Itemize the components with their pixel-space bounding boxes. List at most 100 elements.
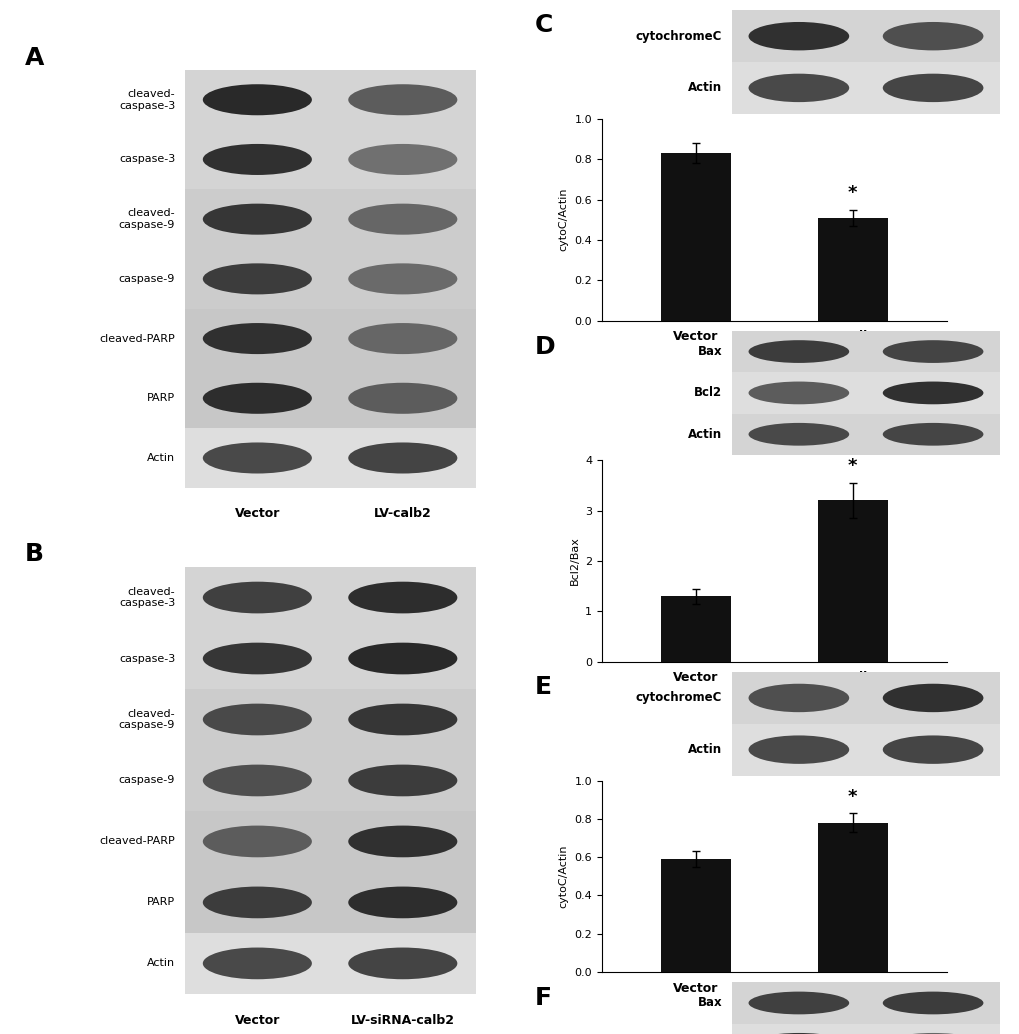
Ellipse shape	[203, 383, 312, 414]
Ellipse shape	[203, 825, 312, 857]
Text: cleaved-
caspase-9: cleaved- caspase-9	[119, 708, 175, 730]
Y-axis label: cytoC/Actin: cytoC/Actin	[558, 188, 569, 251]
Bar	[660, 597, 731, 662]
Bar	[184, 189, 475, 309]
Ellipse shape	[881, 423, 982, 446]
Ellipse shape	[748, 683, 849, 712]
Ellipse shape	[347, 144, 457, 175]
Ellipse shape	[881, 735, 982, 764]
Text: caspase-3: caspase-3	[119, 653, 175, 664]
Ellipse shape	[748, 1033, 849, 1034]
Ellipse shape	[347, 886, 457, 918]
Ellipse shape	[203, 443, 312, 474]
Ellipse shape	[203, 764, 312, 796]
Ellipse shape	[881, 340, 982, 363]
Bar	[731, 62, 1000, 114]
Ellipse shape	[881, 22, 982, 51]
Ellipse shape	[881, 992, 982, 1014]
Text: caspase-9: caspase-9	[119, 274, 175, 284]
Text: Actin: Actin	[688, 428, 721, 440]
Ellipse shape	[203, 323, 312, 354]
Ellipse shape	[203, 582, 312, 613]
Ellipse shape	[881, 73, 982, 102]
Ellipse shape	[347, 582, 457, 613]
Ellipse shape	[748, 22, 849, 51]
Ellipse shape	[347, 643, 457, 674]
Ellipse shape	[203, 84, 312, 115]
Text: *: *	[847, 457, 857, 475]
Bar	[184, 689, 475, 811]
Ellipse shape	[203, 264, 312, 295]
Bar	[184, 428, 475, 488]
Text: Actin: Actin	[688, 743, 721, 756]
Bar	[184, 309, 475, 428]
Ellipse shape	[347, 264, 457, 295]
Text: *: *	[847, 184, 857, 202]
Bar	[184, 567, 475, 689]
Bar	[731, 724, 1000, 776]
Ellipse shape	[748, 423, 849, 446]
Bar	[817, 218, 888, 321]
Text: PARP: PARP	[147, 393, 175, 403]
Ellipse shape	[347, 443, 457, 474]
Ellipse shape	[881, 1033, 982, 1034]
Bar	[731, 982, 1000, 1024]
Text: caspase-3: caspase-3	[119, 154, 175, 164]
Y-axis label: Bcl2/Bax: Bcl2/Bax	[569, 537, 579, 585]
Text: Actin: Actin	[688, 82, 721, 94]
Bar	[731, 372, 1000, 414]
Bar	[660, 153, 731, 321]
Text: Bax: Bax	[697, 997, 721, 1009]
Text: LV-calb2: LV-calb2	[374, 508, 431, 520]
Ellipse shape	[748, 735, 849, 764]
Ellipse shape	[748, 340, 849, 363]
Ellipse shape	[347, 825, 457, 857]
Ellipse shape	[748, 382, 849, 404]
Ellipse shape	[203, 947, 312, 979]
Text: D: D	[535, 335, 555, 359]
Ellipse shape	[347, 323, 457, 354]
Bar	[660, 859, 731, 972]
Text: PARP: PARP	[147, 898, 175, 908]
Bar	[184, 933, 475, 994]
Ellipse shape	[203, 204, 312, 235]
Text: Vector: Vector	[234, 508, 280, 520]
Ellipse shape	[748, 73, 849, 102]
Ellipse shape	[881, 683, 982, 712]
Bar	[731, 331, 1000, 372]
Ellipse shape	[748, 992, 849, 1014]
Text: B: B	[25, 542, 44, 567]
Bar	[731, 414, 1000, 455]
Text: cleaved-PARP: cleaved-PARP	[100, 334, 175, 343]
Ellipse shape	[203, 144, 312, 175]
Text: cytochromeC: cytochromeC	[635, 30, 721, 42]
Text: cytochromeC: cytochromeC	[635, 692, 721, 704]
Text: E: E	[535, 675, 551, 699]
Text: cleaved-
caspase-9: cleaved- caspase-9	[119, 209, 175, 230]
Text: Vector: Vector	[234, 1013, 280, 1027]
Ellipse shape	[347, 947, 457, 979]
Text: LV-siRNA-calb2: LV-siRNA-calb2	[351, 1013, 454, 1027]
Text: A: A	[25, 45, 45, 69]
Text: cleaved-
caspase-3: cleaved- caspase-3	[119, 89, 175, 111]
Bar	[817, 823, 888, 972]
Ellipse shape	[347, 764, 457, 796]
Bar	[731, 1024, 1000, 1034]
Bar	[731, 10, 1000, 62]
Y-axis label: cytoC/Actin: cytoC/Actin	[558, 845, 569, 908]
Text: cleaved-
caspase-3: cleaved- caspase-3	[119, 586, 175, 608]
Text: Actin: Actin	[147, 453, 175, 463]
Ellipse shape	[347, 84, 457, 115]
Text: Actin: Actin	[147, 959, 175, 969]
Bar	[184, 70, 475, 189]
Ellipse shape	[203, 643, 312, 674]
Bar	[731, 672, 1000, 724]
Text: Bcl2: Bcl2	[693, 387, 721, 399]
Bar	[184, 811, 475, 933]
Text: C: C	[535, 13, 553, 37]
Ellipse shape	[347, 703, 457, 735]
Text: cleaved-PARP: cleaved-PARP	[100, 837, 175, 847]
Text: *: *	[847, 788, 857, 805]
Ellipse shape	[881, 382, 982, 404]
Text: F: F	[535, 986, 551, 1010]
